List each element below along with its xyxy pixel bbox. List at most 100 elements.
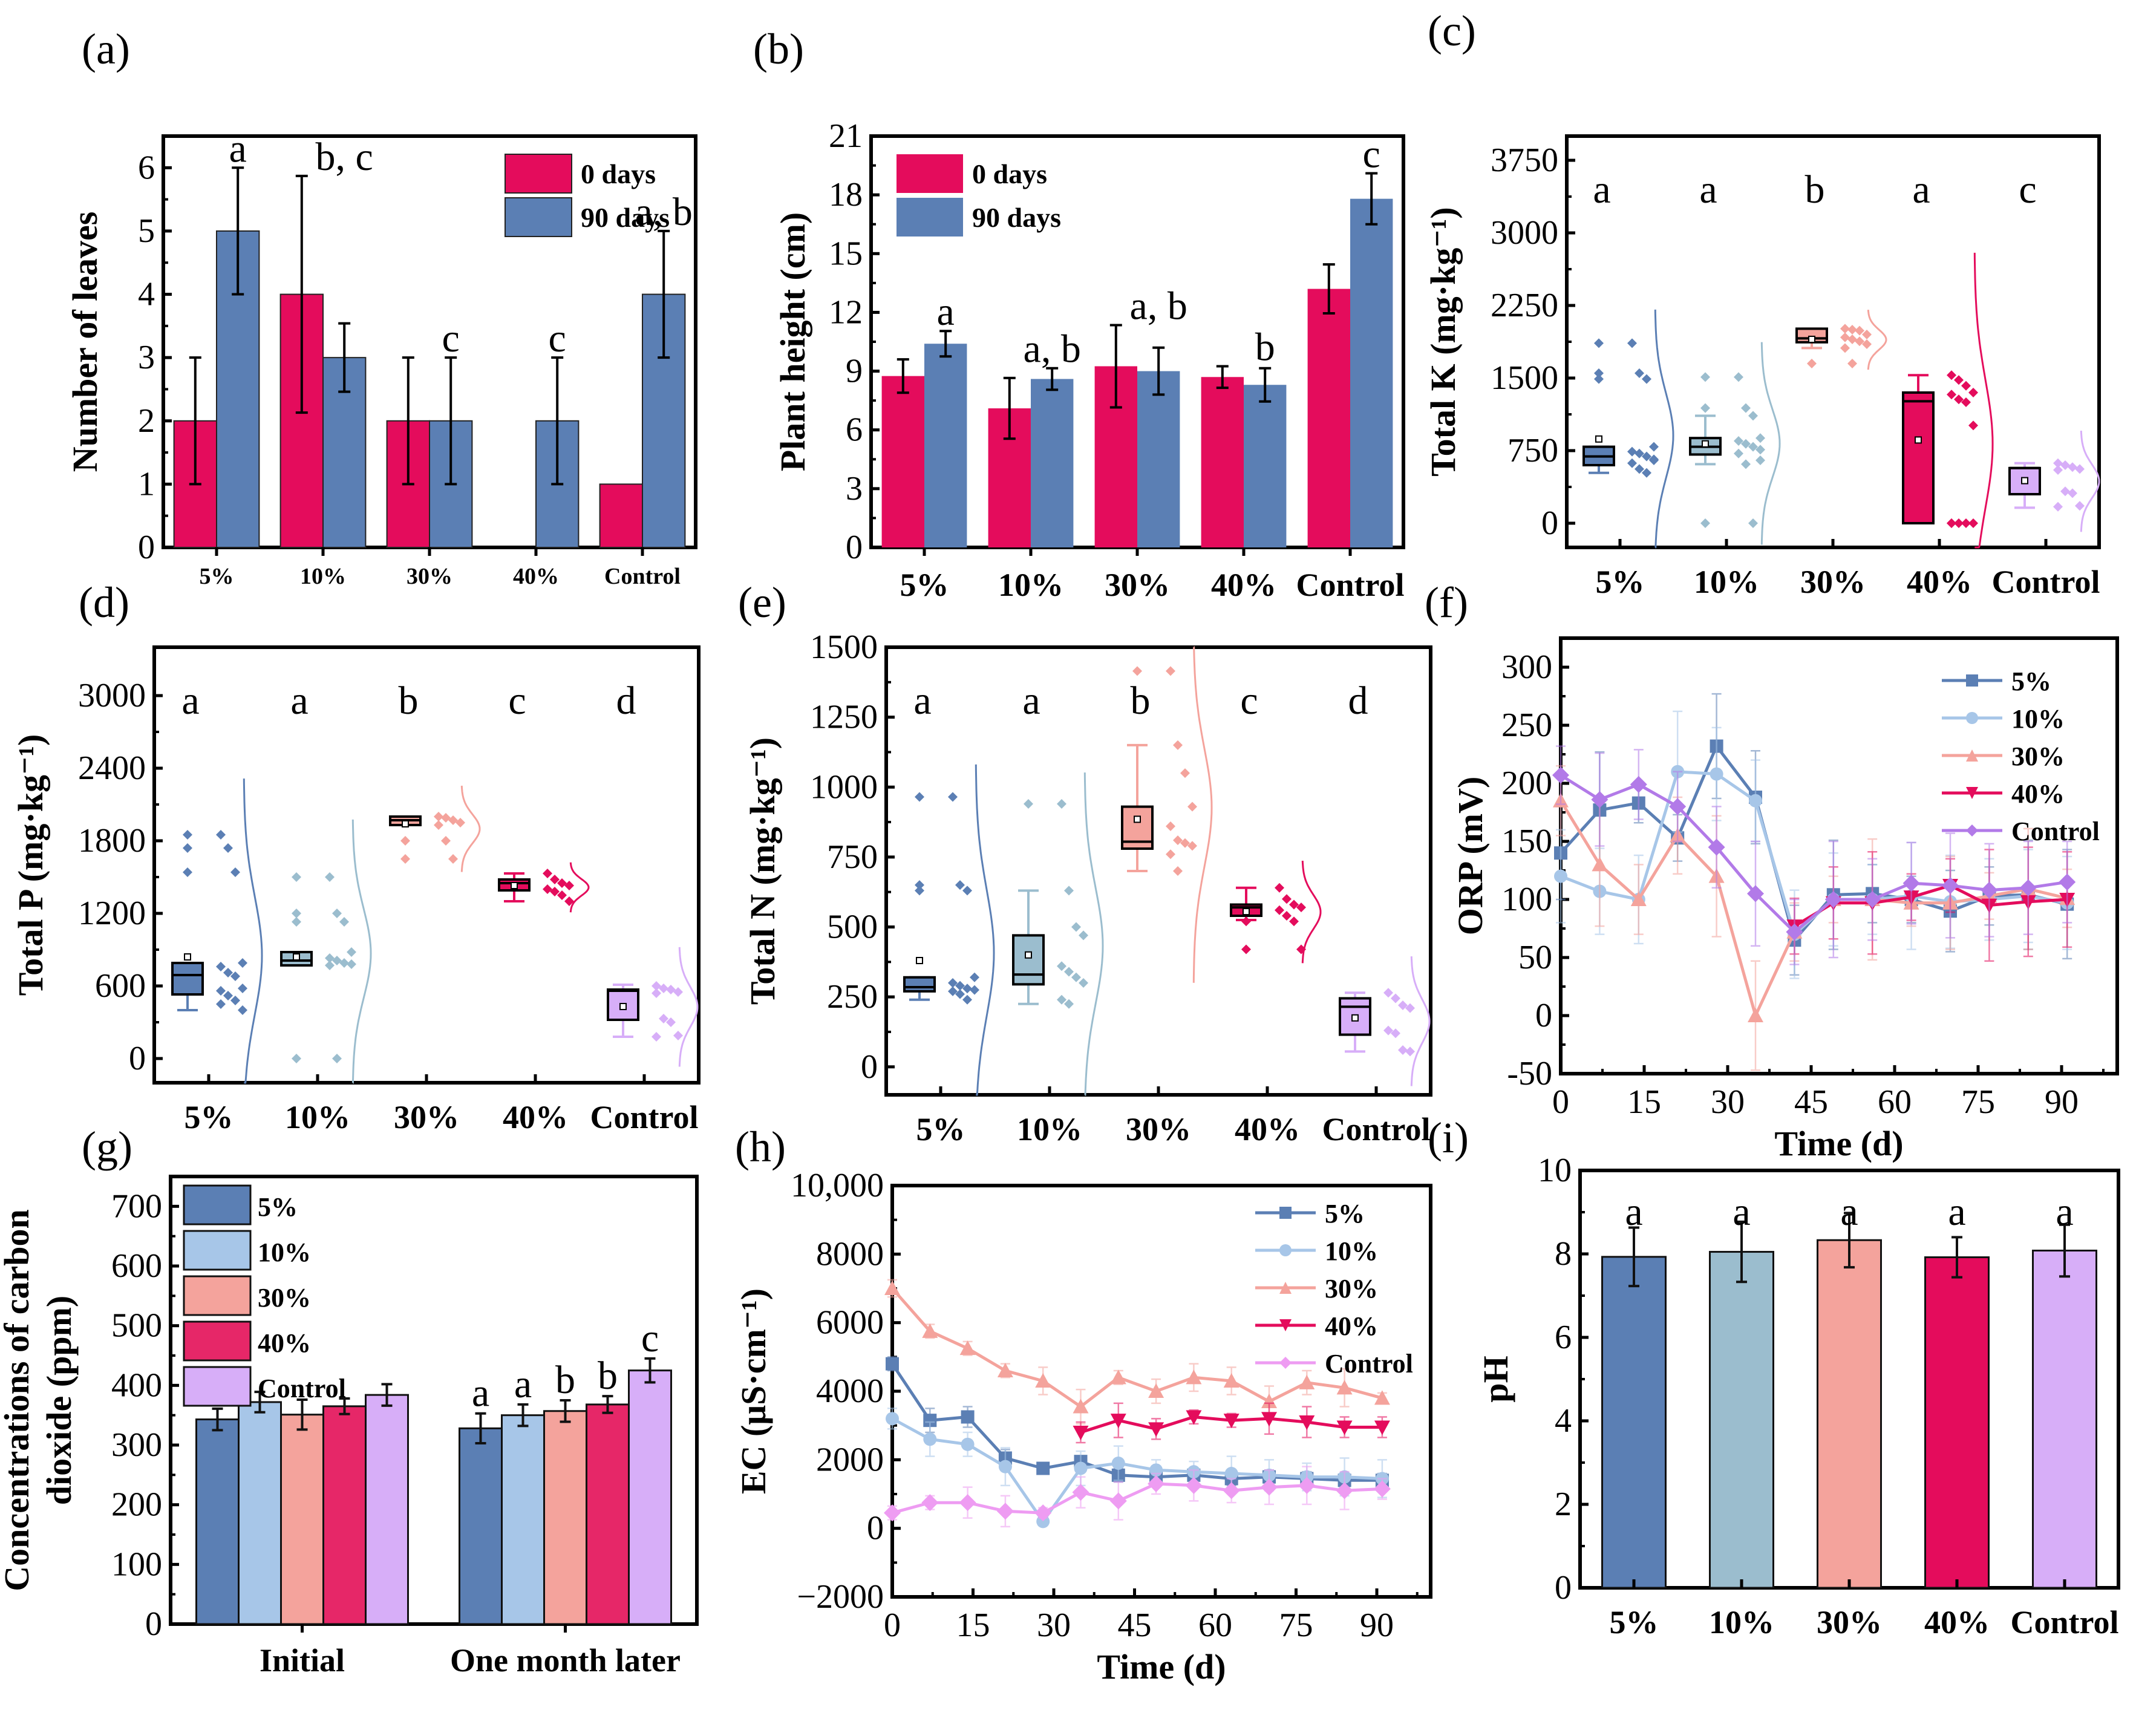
marker-triangle-up: [1630, 892, 1647, 906]
significance-letter: a, b: [1130, 284, 1187, 328]
data-point: [1391, 1028, 1400, 1039]
data-point: [1968, 388, 1978, 397]
legend-label: 90 days: [581, 202, 670, 233]
y-tick-label: 2400: [78, 749, 146, 787]
marker-circle: [1749, 794, 1762, 808]
y-tick-label: 5: [138, 212, 155, 250]
legend-swatch: [183, 1320, 252, 1362]
marker-diamond: [1708, 838, 1725, 856]
marker-triangle-up: [1336, 1380, 1353, 1395]
x-tick-label: 75: [1961, 1083, 1995, 1121]
box: [1902, 391, 1935, 524]
distribution-curve: [1760, 342, 1781, 545]
data-point: [659, 1014, 668, 1023]
legend-label: Control: [1325, 1349, 1413, 1379]
y-tick-label: 0: [1535, 997, 1552, 1034]
data-point: [1079, 930, 1088, 941]
data-point: [1649, 442, 1659, 452]
y-tick-label: 8: [1555, 1235, 1572, 1273]
data-point: [1947, 370, 1956, 380]
legend-label: 0 days: [972, 158, 1047, 189]
y-tick-label: 600: [111, 1247, 162, 1285]
x-axis-title: Time (d): [1097, 1647, 1226, 1686]
significance-letter: a: [937, 290, 955, 334]
data-point: [2053, 501, 2063, 512]
panel-label: (e): [738, 578, 786, 627]
panel-c: (c) 0 750 1500 2250 3000 3750 5% a 10% a 30% b 40% a Co…: [1423, 7, 2101, 600]
x-tick-label: 45: [1794, 1083, 1828, 1121]
x-tick-label: 40%: [1924, 1604, 1990, 1640]
marker-triangle-down: [1223, 1414, 1239, 1429]
y-axis-title: Number of leaves: [65, 212, 105, 472]
outlier-point: [183, 830, 192, 840]
y-tick-label: 1800: [78, 822, 146, 860]
y-tick-label: 6000: [816, 1304, 884, 1342]
marker-circle: [1710, 767, 1723, 781]
data-point: [1840, 324, 1850, 334]
data-point: [666, 1017, 676, 1027]
legend-marker: [1279, 1244, 1292, 1256]
bar: [501, 1414, 545, 1625]
outlier-point: [1241, 944, 1251, 954]
data-point: [1275, 883, 1284, 893]
y-tick-label: 3: [138, 339, 155, 376]
y-tick-label: 200: [111, 1486, 162, 1524]
data-point: [1057, 961, 1066, 971]
y-axis-title: Total K (mg·kg⁻¹): [1423, 207, 1463, 476]
marker-diamond: [1223, 1482, 1240, 1499]
y-tick-label: 2250: [1491, 287, 1558, 324]
x-tick-label: 30: [1037, 1607, 1071, 1644]
data-point: [2075, 464, 2085, 474]
x-tick-label: 10%: [1694, 564, 1759, 600]
marker-diamond: [1373, 1480, 1391, 1498]
marker-triangle-up: [922, 1323, 938, 1338]
y-tick-label: 1: [138, 465, 155, 503]
data-point: [1166, 666, 1175, 676]
legend-swatch: [897, 198, 963, 237]
marker-circle: [998, 1460, 1012, 1473]
data-point: [325, 961, 335, 970]
bar: [459, 1427, 503, 1625]
bar: [1601, 1256, 1667, 1589]
y-tick-label: 6: [138, 149, 155, 186]
bar: [1137, 371, 1180, 547]
significance-letter: a: [290, 679, 308, 723]
data-point: [1954, 394, 1964, 405]
data-point: [223, 968, 233, 977]
significance-letter: a: [1840, 1190, 1858, 1234]
x-tick-label: 10%: [285, 1099, 350, 1135]
legend-label: 30%: [2011, 742, 2065, 771]
y-tick-label: 750: [827, 838, 878, 876]
data-point: [955, 981, 965, 991]
data-point: [673, 1031, 683, 1040]
data-point: [1391, 993, 1400, 1003]
data-point: [238, 1005, 247, 1015]
legend-marker: [1966, 824, 1978, 837]
data-point: [456, 818, 465, 827]
y-tick-label: 18: [829, 176, 863, 214]
data-point: [1383, 988, 1393, 998]
marker-circle: [1074, 1461, 1088, 1475]
marker-triangle-down: [1261, 1412, 1277, 1427]
data-point: [543, 869, 552, 878]
bar: [1031, 379, 1074, 547]
distribution-curve: [1973, 252, 1994, 549]
data-point: [216, 986, 226, 996]
legend-marker: [1966, 674, 1978, 687]
outlier-point: [183, 843, 192, 853]
y-tick-label: 6: [846, 411, 863, 449]
legend-marker: [1279, 1207, 1292, 1219]
x-tick-label: 30%: [1105, 567, 1170, 603]
bar: [1307, 289, 1350, 547]
legend-label: 0 days: [581, 158, 656, 189]
distribution-curve: [243, 778, 263, 1084]
data-point: [948, 986, 958, 996]
outlier-point: [1594, 338, 1604, 348]
marker-triangle-down: [1186, 1410, 1202, 1425]
legend-label: 40%: [2011, 779, 2065, 809]
outlier-point: [915, 792, 924, 802]
marker-diamond: [1552, 766, 1569, 784]
panel-label: (a): [82, 25, 130, 73]
data-point: [652, 988, 661, 998]
data-point: [1756, 433, 1765, 443]
